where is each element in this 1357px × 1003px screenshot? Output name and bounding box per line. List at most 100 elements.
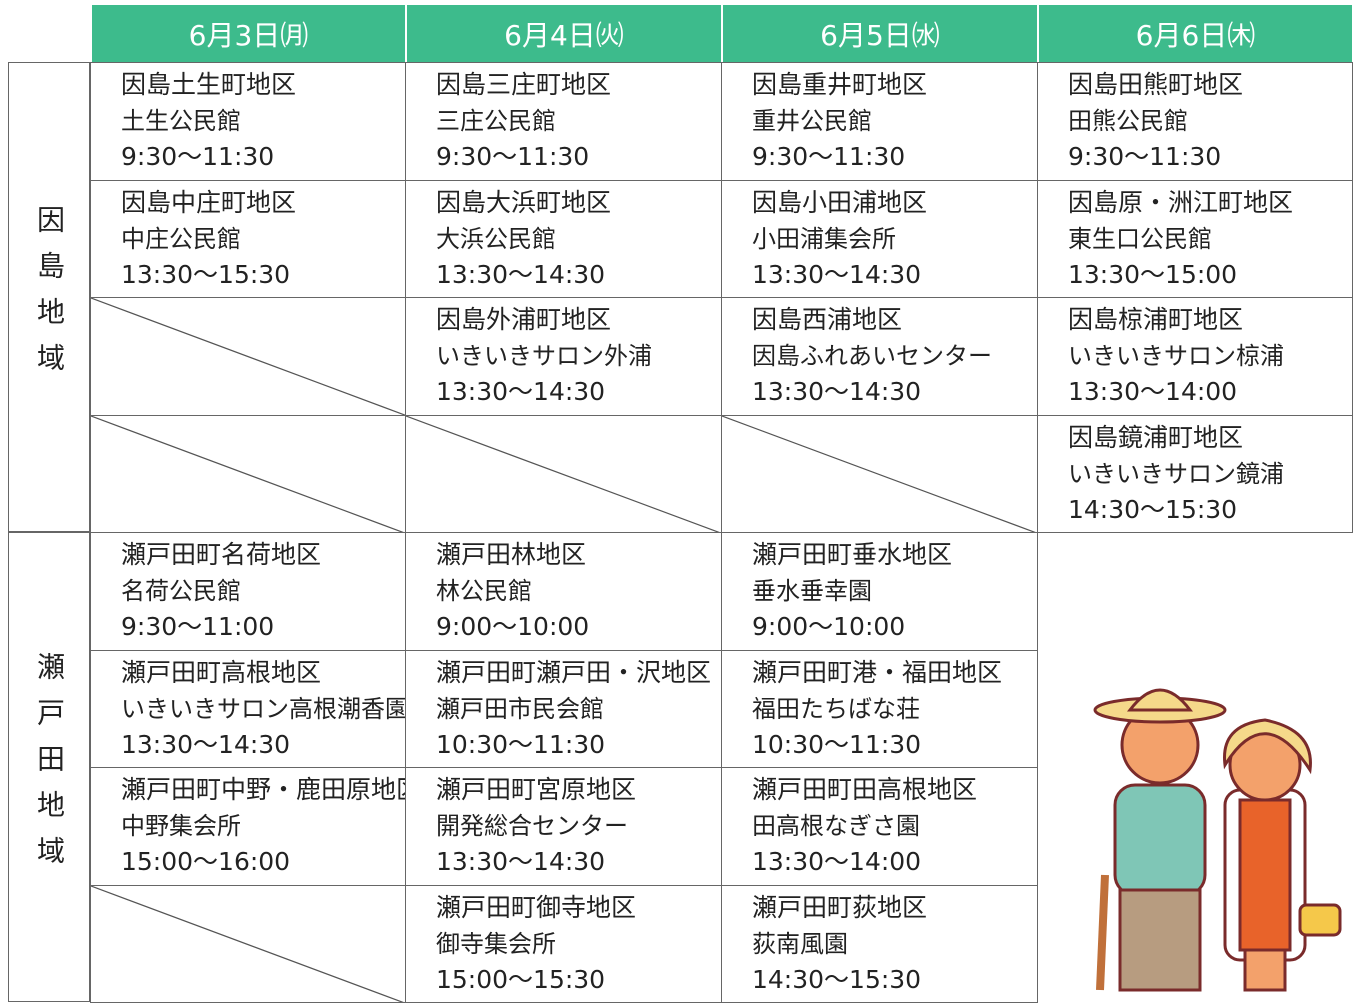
cell-line: 中野集会所	[121, 808, 406, 844]
cell-line: 13:30～14:30	[121, 727, 406, 763]
cell-line: 13:30～14:00	[1068, 374, 1284, 410]
cell-line: 10:30～11:30	[752, 727, 1002, 763]
illustration	[1075, 680, 1345, 995]
cell-line: 因島三庄町地区	[436, 67, 611, 103]
diagonal	[91, 886, 406, 1003]
diagonal	[91, 298, 406, 416]
cell-line: 15:00～15:30	[436, 962, 636, 998]
cell-line: 林公民館	[436, 573, 589, 609]
cell-line: 垂水垂幸園	[752, 573, 952, 609]
cell-line: 小田浦集会所	[752, 221, 927, 257]
cell-line: 因島鏡浦町地区	[1068, 420, 1284, 456]
cell-line: 荻南風園	[752, 926, 927, 962]
region-label: 瀬戸田地域	[8, 532, 90, 1002]
cell-line: 中庄公民館	[121, 221, 296, 257]
diagonal	[722, 416, 1038, 534]
empty-cell	[90, 297, 406, 416]
cell-line: 瀬戸田町宮原地区	[436, 772, 636, 808]
cell-line: 13:30～14:30	[436, 844, 636, 880]
cell-line: 因島西浦地区	[752, 302, 992, 338]
cell-line: 因島椋浦町地区	[1068, 302, 1284, 338]
column-header: 6月6日㈭	[1037, 5, 1352, 62]
cell-line: 瀬戸田町瀬戸田・沢地区	[436, 655, 711, 691]
cell-line: 9:30～11:30	[1068, 139, 1243, 175]
cell-line: 開発総合センター	[436, 808, 636, 844]
cell-line: 13:30～14:30	[436, 257, 611, 293]
cell-line: 瀬戸田町田高根地区	[752, 772, 977, 808]
diagonal	[406, 416, 722, 534]
cell-line: いきいきサロン椋浦	[1068, 338, 1284, 374]
cell-line: 大浜公民館	[436, 221, 611, 257]
cell-line: 9:30～11:00	[121, 609, 321, 645]
cell-line: いきいきサロン外浦	[436, 338, 652, 374]
column-header: 6月3日㈪	[90, 5, 405, 62]
cell-line: 因島中庄町地区	[121, 185, 296, 221]
cell-line: 因島原・洲江町地区	[1068, 185, 1293, 221]
cell-line: 9:00～10:00	[436, 609, 589, 645]
cell-line: 9:30～11:30	[121, 139, 296, 175]
cell-line: 13:30～14:30	[436, 374, 652, 410]
diagonal	[91, 416, 406, 534]
cell-line: 瀬戸田町中野・鹿田原地区	[121, 772, 406, 808]
cell-line: 瀬戸田町名荷地区	[121, 537, 321, 573]
cell-line: 御寺集会所	[436, 926, 636, 962]
cell-line: 名荷公民館	[121, 573, 321, 609]
empty-cell	[721, 415, 1038, 534]
cell-line: 9:00～10:00	[752, 609, 952, 645]
cell-line: 14:30～15:30	[1068, 492, 1284, 528]
cell-line: 13:30～14:00	[752, 844, 977, 880]
region-label: 因島地域	[8, 62, 90, 532]
empty-cell	[90, 415, 406, 534]
cell-line: 土生公民館	[121, 103, 296, 139]
cell-line: 重井公民館	[752, 103, 927, 139]
cell-line: 13:30～15:30	[121, 257, 296, 293]
cell-line: いきいきサロン高根潮香園	[121, 691, 406, 727]
cell-line: 因島ふれあいセンター	[752, 338, 992, 374]
cell-line: 因島外浦町地区	[436, 302, 652, 338]
cell-line: 因島大浜町地区	[436, 185, 611, 221]
column-header: 6月5日㈬	[721, 5, 1037, 62]
cell-line: 因島小田浦地区	[752, 185, 927, 221]
cell-line: 田高根なぎさ園	[752, 808, 977, 844]
cell-line: 瀬戸田町荻地区	[752, 890, 927, 926]
cell-line: いきいきサロン鏡浦	[1068, 456, 1284, 492]
region-name: 因島地域	[29, 205, 69, 389]
cell-line: 10:30～11:30	[436, 727, 711, 763]
cell-line: 瀬戸田市民会館	[436, 691, 711, 727]
cell-line: 9:30～11:30	[436, 139, 611, 175]
cell-line: 瀬戸田町御寺地区	[436, 890, 636, 926]
